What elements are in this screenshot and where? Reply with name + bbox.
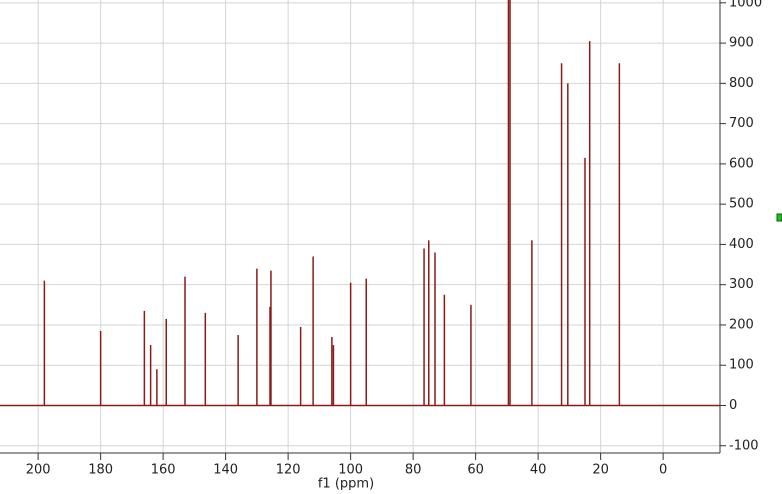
x-tick-label: 100 [338, 463, 363, 478]
x-tick-label: 140 [213, 463, 238, 478]
y-tick-label: 100 [729, 358, 754, 373]
x-axis-label: f1 (ppm) [318, 477, 374, 491]
y-tick-label: 0 [729, 398, 737, 413]
y-tick-label: -100 [729, 438, 759, 453]
y-tick-label: 500 [729, 197, 754, 212]
x-tick-label: 20 [592, 463, 609, 478]
y-tick-label: 400 [729, 237, 754, 252]
y-tick-label: 1000 [729, 0, 762, 10]
y-tick-label: 200 [729, 317, 754, 332]
x-tick-label: 180 [88, 463, 113, 478]
y-tick-label: 300 [729, 277, 754, 292]
y-tick-label: 800 [729, 76, 754, 91]
x-tick-label: 80 [405, 463, 422, 478]
x-tick-label: 200 [26, 463, 51, 478]
y-tick-label: 700 [729, 116, 754, 131]
x-tick-label: 120 [276, 463, 301, 478]
x-tick-label: 40 [530, 463, 547, 478]
x-tick-label: 0 [659, 463, 667, 478]
y-tick-label: 900 [729, 36, 754, 51]
x-tick-label: 60 [467, 463, 484, 478]
x-tick-label: 160 [151, 463, 176, 478]
y-tick-label: 600 [729, 156, 754, 171]
handle[interactable] [776, 213, 782, 222]
